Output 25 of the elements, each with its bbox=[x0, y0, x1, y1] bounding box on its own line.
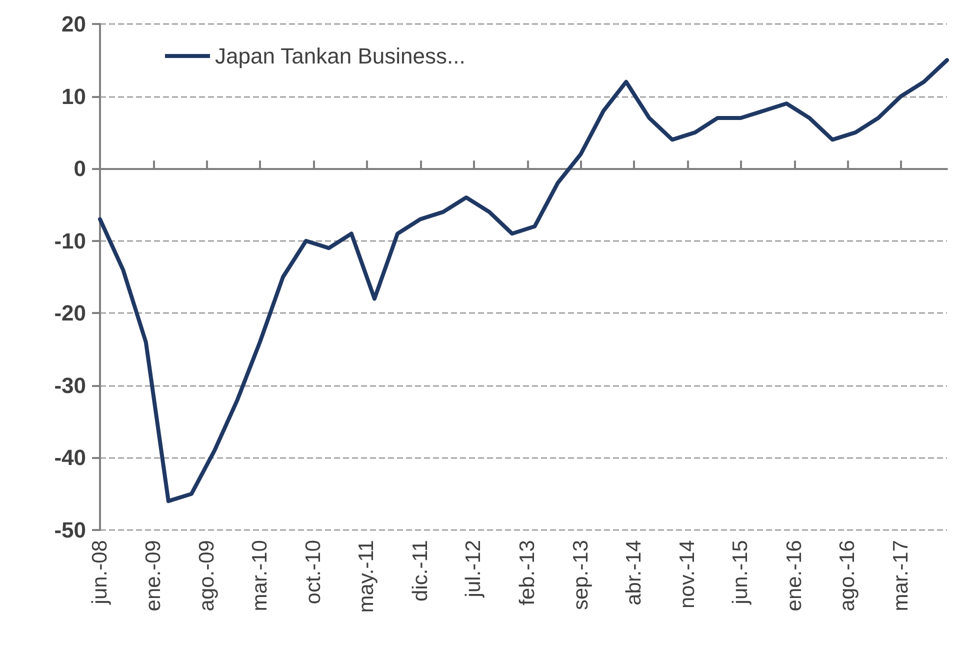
x-tick-label: feb.-13 bbox=[516, 540, 540, 606]
x-tick-label: jun.-15 bbox=[729, 540, 752, 606]
y-tick-label: -50 bbox=[54, 518, 86, 542]
y-tick-label: 0 bbox=[74, 156, 86, 182]
x-tick-label: mar.-17 bbox=[889, 540, 912, 612]
legend-label: Japan Tankan Business... bbox=[215, 44, 466, 68]
x-tick-label: may.-11 bbox=[355, 540, 378, 613]
y-tick-label: 10 bbox=[62, 84, 86, 109]
x-tick-label: mar.-10 bbox=[248, 540, 272, 612]
x-tick-label: ene.-16 bbox=[782, 540, 806, 612]
x-tick-label: dic.-11 bbox=[408, 540, 432, 602]
x-tick-label: ago.-09 bbox=[195, 540, 218, 612]
y-tick-label: -30 bbox=[54, 372, 86, 398]
x-tick-label: ago.-16 bbox=[836, 540, 860, 612]
x-tick-label: jul.-12 bbox=[462, 540, 486, 598]
x-tick-label: oct.-10 bbox=[302, 540, 326, 604]
y-tick-label: 20 bbox=[62, 12, 86, 36]
x-tick-label: sep.-13 bbox=[569, 540, 592, 610]
y-tick-label: -40 bbox=[54, 445, 86, 470]
x-tick-label: nov.-14 bbox=[676, 540, 700, 608]
x-tick-label: abr.-14 bbox=[622, 540, 646, 606]
y-tick-label: -20 bbox=[54, 300, 86, 326]
x-tick-label: jun.-08 bbox=[88, 540, 112, 606]
y-tick-label: -10 bbox=[54, 228, 86, 254]
x-tick-label: ene.-09 bbox=[142, 540, 166, 612]
